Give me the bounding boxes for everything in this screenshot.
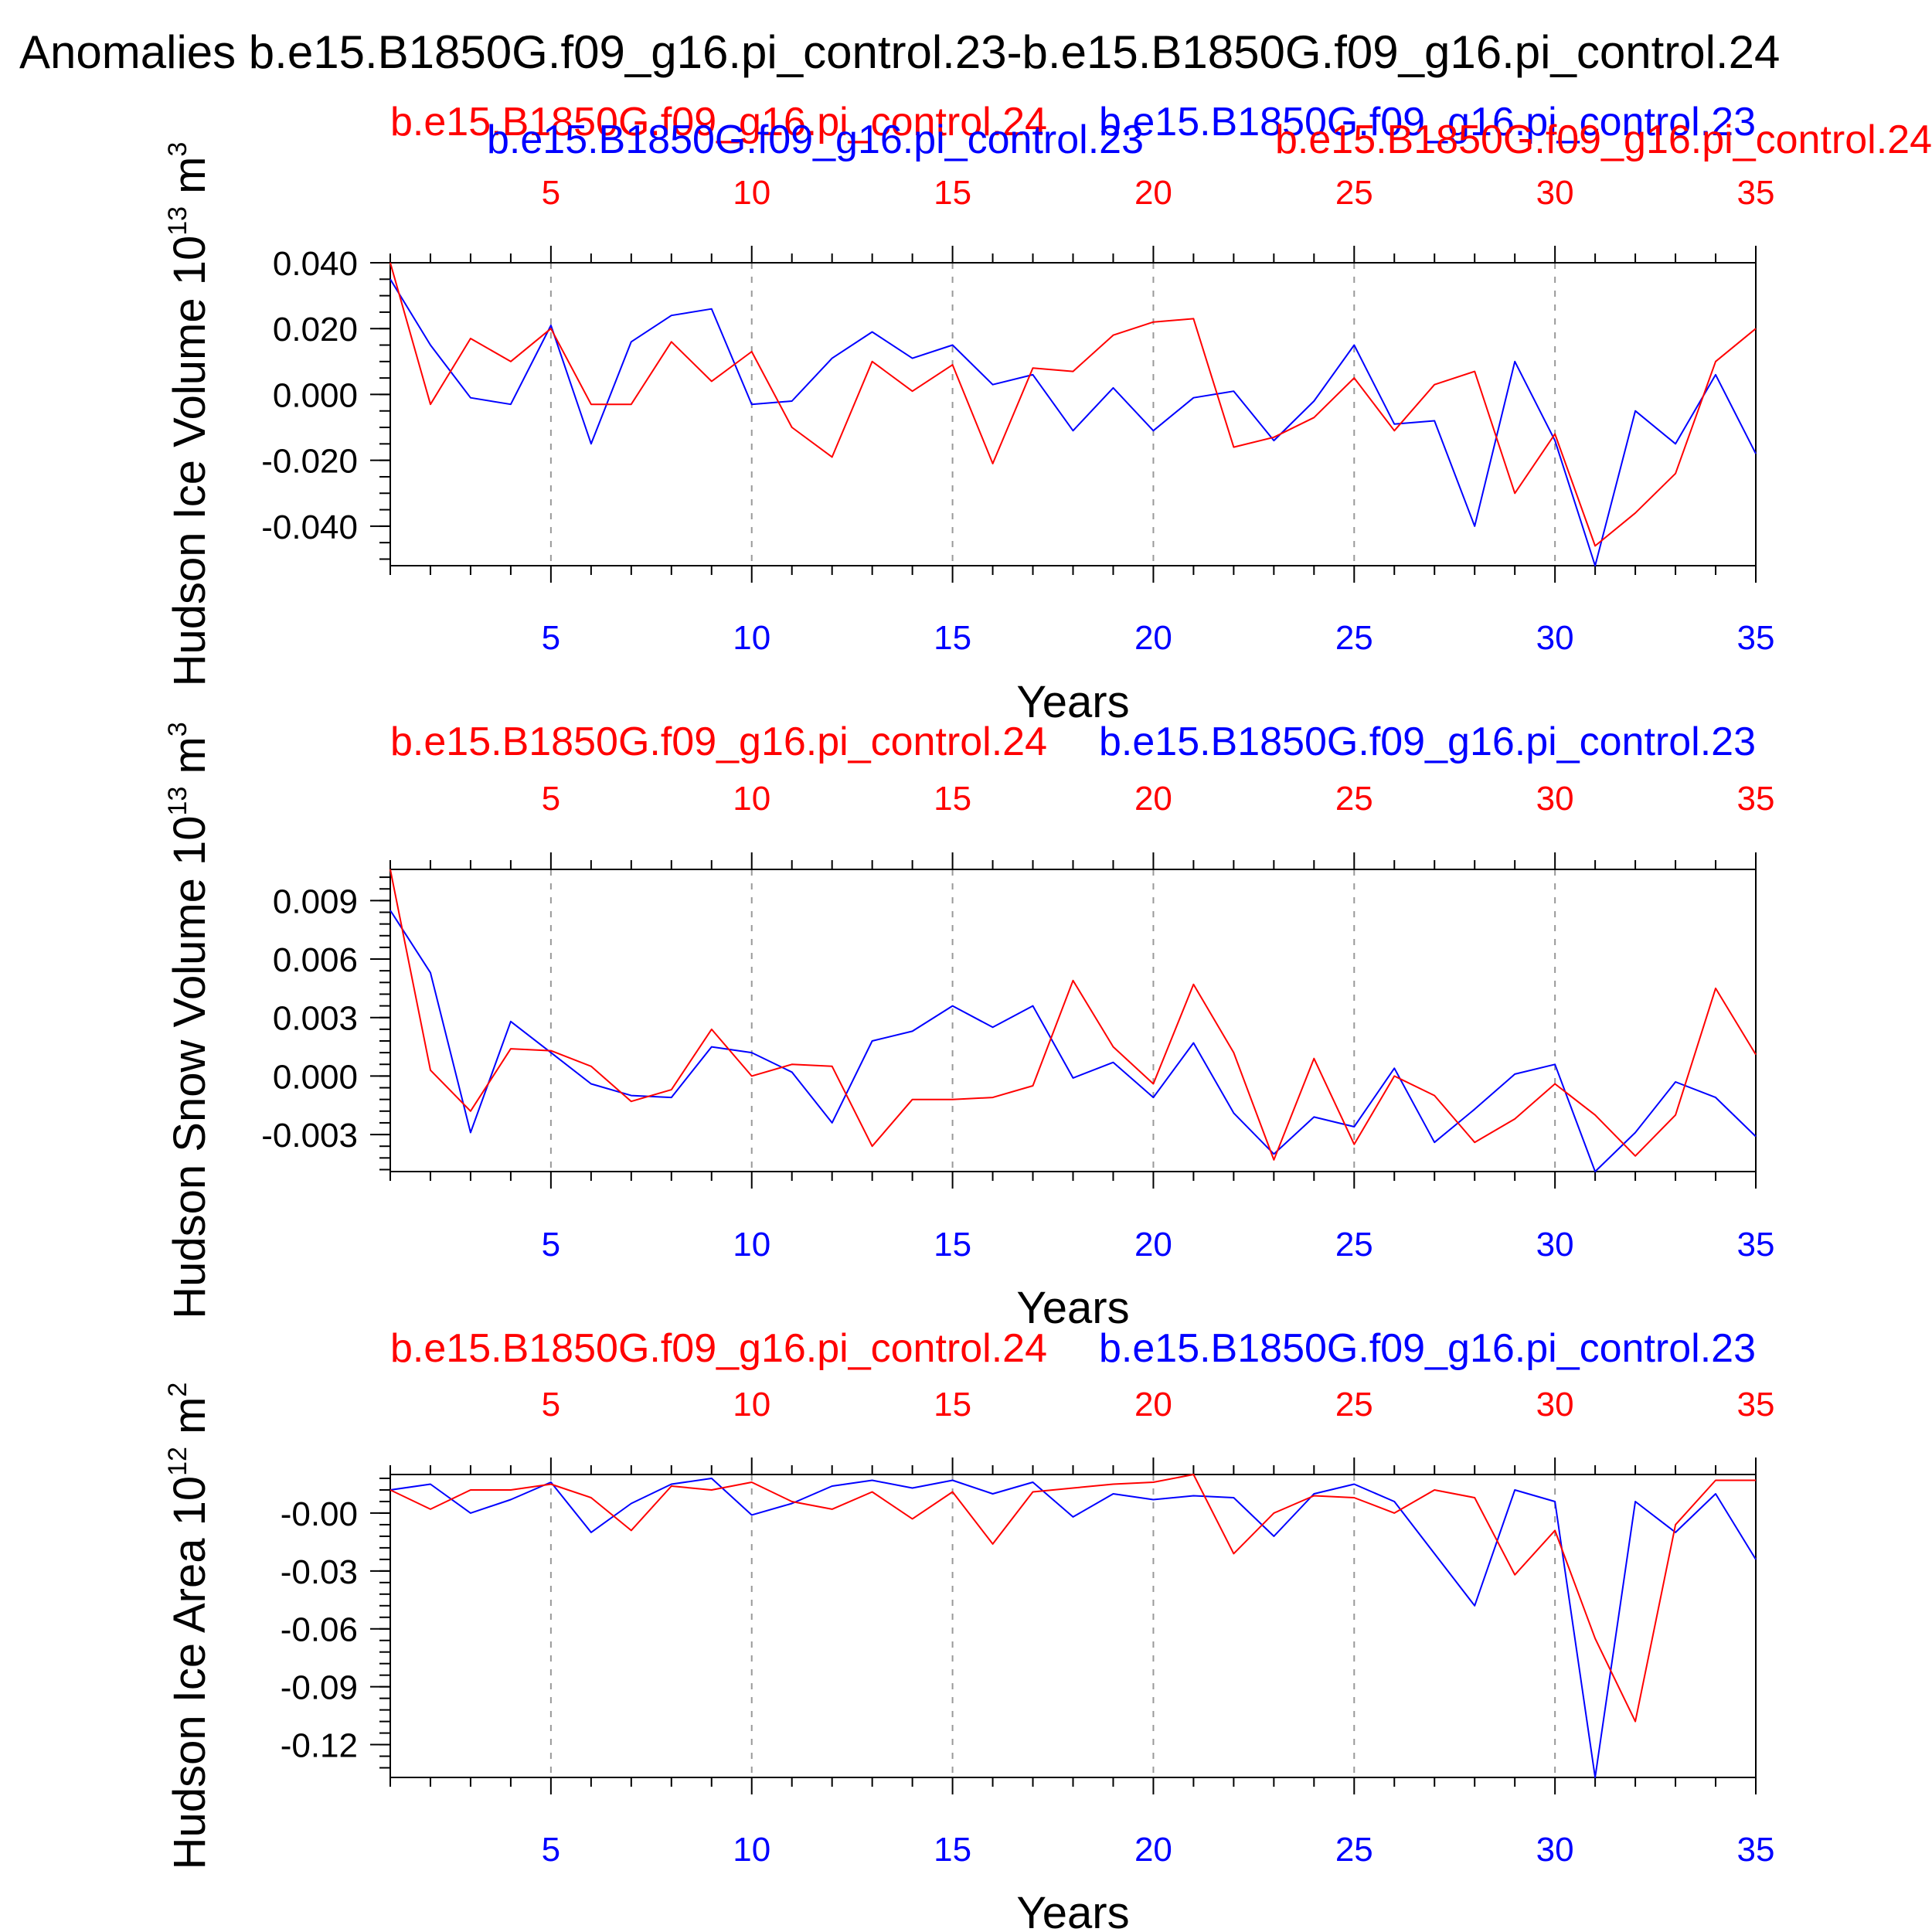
x-tick-label-top: 25: [1335, 174, 1373, 212]
x-tick-label-bottom: 20: [1134, 619, 1172, 657]
x-tick-label-top: 20: [1134, 780, 1172, 818]
x-tick-label-top: 20: [1134, 1386, 1172, 1423]
x-tick-label-bottom: 10: [733, 619, 770, 657]
series-label: b.e15.B1850G.f09_g16.pi_control.23: [1099, 1326, 1756, 1371]
y-tick-label: -0.12: [281, 1727, 358, 1765]
x-tick-label-top: 15: [934, 1386, 971, 1423]
x-tick-label-top: 15: [934, 174, 971, 212]
x-tick-label-top: 35: [1737, 1386, 1775, 1423]
series-line: [389, 1474, 1756, 1723]
series-line: [389, 869, 1757, 1161]
y-axis-label: Hudson Ice Volume 1013 m3: [163, 142, 215, 687]
x-tick-label-bottom: 30: [1536, 1226, 1574, 1264]
x-tick-label-bottom: 35: [1737, 1831, 1775, 1869]
y-axis-label: Hudson Snow Volume 1013 m3: [163, 722, 215, 1319]
y-tick-label: -0.020: [261, 443, 358, 481]
x-tick-label-bottom: 10: [733, 1226, 770, 1264]
x-tick-label-bottom: 35: [1737, 619, 1775, 657]
plot-frame: [389, 869, 1757, 1172]
x-tick-label-bottom: 20: [1134, 1831, 1172, 1869]
x-tick-label-bottom: 30: [1536, 619, 1574, 657]
x-tick-label-top: 35: [1737, 780, 1775, 818]
x-tick-label-top: 15: [934, 780, 971, 818]
x-tick-label-bottom: 10: [733, 1831, 770, 1869]
series-label: b.e15.B1850G.f09_g16.pi_control.24: [1275, 117, 1932, 162]
x-tick-label-top: 30: [1536, 780, 1574, 818]
y-tick-label: 0.003: [273, 1000, 358, 1038]
series-line: [389, 278, 1757, 566]
y-tick-label: -0.06: [281, 1611, 358, 1649]
x-tick-label-top: 10: [733, 780, 770, 818]
series-label: b.e15.B1850G.f09_g16.pi_control.23: [1099, 719, 1756, 764]
chart-panel-2: 0.009 0.006 0.003 0.000 -0.003 5 5 10 10 15 15 20 20…: [163, 719, 1774, 1333]
x-tick-label-top: 30: [1536, 1386, 1574, 1423]
plot-frame: [389, 1474, 1757, 1778]
series-label: b.e15.B1850G.f09_g16.pi_control.23: [1099, 100, 1756, 145]
y-tick-label: 0.040: [273, 245, 358, 283]
series-line: [389, 262, 1757, 547]
x-tick-label-top: 10: [733, 1386, 770, 1423]
x-tick-label-bottom: 5: [542, 619, 560, 657]
y-tick-label: 0.020: [273, 311, 358, 349]
x-tick-label-top: 25: [1335, 780, 1373, 818]
series-label: b.e15.B1850G.f09_g16.pi_control.23: [487, 117, 1144, 162]
x-axis-label: Years: [1016, 1888, 1129, 1932]
y-tick-label: -0.09: [281, 1669, 358, 1707]
x-tick-label-top: 10: [733, 174, 770, 212]
series-label: b.e15.B1850G.f09_g16.pi_control.24: [390, 719, 1047, 764]
x-tick-label-bottom: 35: [1737, 1226, 1775, 1264]
x-tick-label-bottom: 25: [1335, 1831, 1373, 1869]
x-tick-label-top: 20: [1134, 174, 1172, 212]
y-tick-label: 0.006: [273, 941, 358, 979]
x-tick-label-top: 5: [542, 1386, 560, 1423]
x-tick-label-top: 5: [542, 174, 560, 212]
series-line: [389, 1478, 1757, 1778]
y-tick-label: -0.040: [261, 509, 358, 546]
x-tick-label-bottom: 30: [1536, 1831, 1574, 1869]
x-axis-label: Years: [1016, 1283, 1129, 1333]
plot-frame: [389, 262, 1757, 566]
y-axis-label: Hudson Ice Area 1012 m2: [163, 1383, 215, 1870]
x-tick-label-bottom: 15: [934, 619, 971, 657]
x-tick-label-bottom: 20: [1134, 1226, 1172, 1264]
x-tick-label-top: 30: [1536, 174, 1574, 212]
y-tick-label: 0.009: [273, 883, 358, 920]
x-tick-label-top: 25: [1335, 1386, 1373, 1423]
series-label: b.e15.B1850G.f09_g16.pi_control.24: [390, 100, 1047, 145]
y-tick-label: -0.00: [281, 1495, 358, 1533]
series-line: [389, 910, 1757, 1172]
y-tick-label: 0.000: [273, 376, 358, 414]
x-tick-label-bottom: 25: [1335, 1226, 1373, 1264]
x-tick-label-top: 35: [1737, 174, 1775, 212]
x-tick-label-bottom: 5: [542, 1226, 560, 1264]
x-tick-label-bottom: 25: [1335, 619, 1373, 657]
chart-panel-1: 0.040 0.020 0.000 -0.020 -0.040 5 5 10 10 15 15 20 2…: [163, 100, 1932, 727]
chart-panel-3: -0.00 -0.03 -0.06 -0.09 -0.12 5 5 10 10 15 15 20 20 2…: [163, 1326, 1774, 1932]
y-tick-label: -0.03: [281, 1553, 358, 1591]
x-tick-label-top: 5: [542, 780, 560, 818]
x-tick-label-bottom: 5: [542, 1831, 560, 1869]
x-tick-label-bottom: 15: [934, 1226, 971, 1264]
y-tick-label: 0.000: [273, 1058, 358, 1096]
x-tick-label-bottom: 15: [934, 1831, 971, 1869]
series-label: b.e15.B1850G.f09_g16.pi_control.24: [390, 1326, 1047, 1371]
x-axis-label: Years: [1016, 677, 1129, 727]
figure-title: Anomalies b.e15.B1850G.f09_g16.pi_contro…: [19, 26, 1780, 78]
y-tick-label: -0.003: [261, 1117, 358, 1155]
